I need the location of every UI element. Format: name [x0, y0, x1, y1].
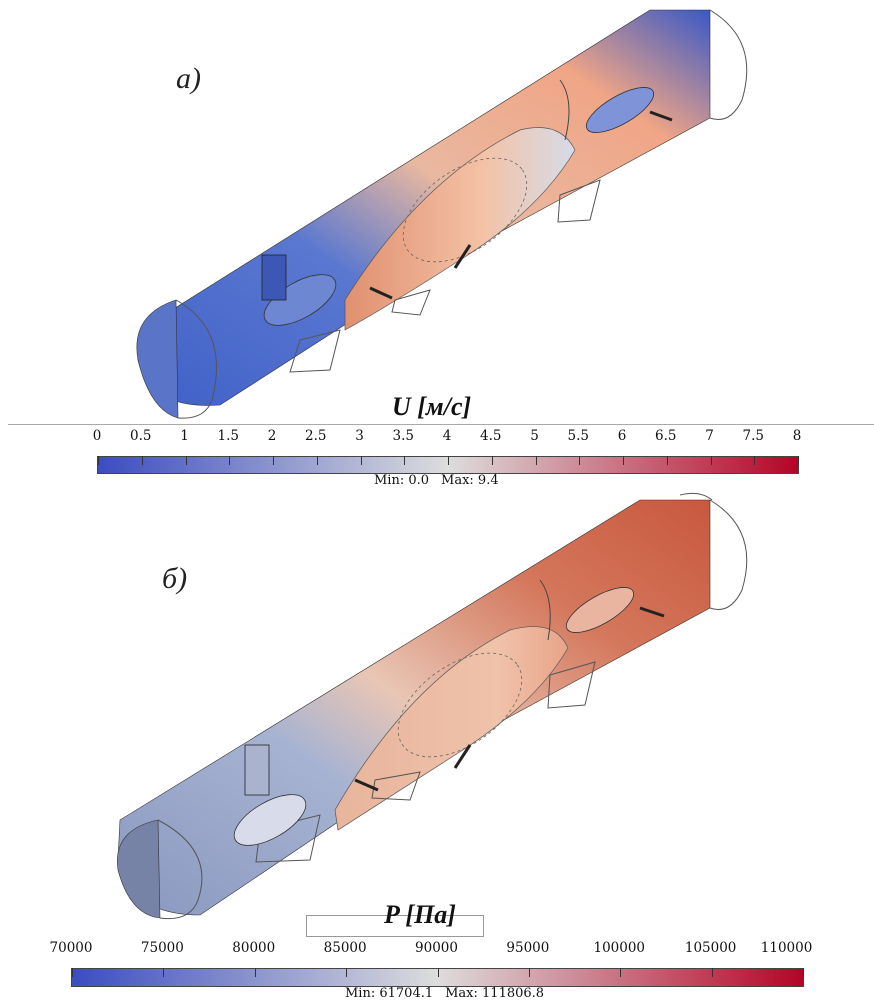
pressure-max-value: Max: 111806.8 — [445, 986, 545, 1001]
velocity-colorbar — [97, 456, 799, 474]
colorbar-tick-mark — [803, 968, 804, 977]
colorbar-tick-mark — [579, 456, 581, 465]
colorbar-tick-mark — [528, 968, 530, 977]
colorbar-tick-mark — [346, 968, 348, 977]
pressure-colorbar-ticks: 70000 75000 80000 85000 90000 95000 100000 1050… — [50, 940, 813, 958]
colorbar-tick-label: 3 — [355, 428, 364, 444]
colorbar-tick-label: 110000 — [760, 940, 813, 956]
colorbar-tick-mark — [72, 968, 73, 977]
colorbar-tick-mark — [254, 968, 256, 977]
colorbar-tick-mark — [710, 456, 712, 465]
velocity-max-value: Max: 9.4 — [441, 473, 499, 488]
colorbar-tick-label: 1.5 — [217, 428, 239, 444]
pressure-colorbar — [71, 968, 804, 987]
colorbar-tick-label: 8 — [792, 428, 802, 444]
colorbar-tick-mark — [491, 456, 493, 465]
colorbar-tick-mark — [229, 456, 231, 465]
colorbar-tick-label: 80000 — [232, 940, 276, 956]
panel-a-label: а) — [176, 62, 201, 95]
panel-b-label: б) — [162, 562, 188, 595]
pressure-colorbar-title: P [Па] — [384, 900, 456, 929]
colorbar-tick-mark — [754, 456, 756, 465]
colorbar-tick-mark — [273, 456, 274, 465]
colorbar-tick-mark — [620, 968, 622, 977]
pressure-min-value: Min: 61704.1 — [345, 986, 434, 1001]
colorbar-tick-label: 6.5 — [655, 428, 677, 444]
velocity-colorbar-ticks: 0 0.5 1 1.5 2 2.5 3 3.5 4 4.5 5 5.5 6 6.5 7 7.5 8 — [93, 428, 802, 446]
colorbar-tick-label: 0 — [92, 428, 102, 444]
colorbar-tick-label: 5.5 — [567, 428, 589, 444]
colorbar-tick-label: 90000 — [415, 940, 458, 956]
colorbar-tick-label: 100000 — [593, 940, 646, 956]
colorbar-tick-mark — [360, 456, 362, 465]
duct-geometry — [136, 9, 748, 419]
colorbar-tick-label: 7.5 — [742, 428, 764, 444]
colorbar-tick-mark — [437, 968, 439, 977]
colorbar-tick-mark — [141, 456, 143, 465]
colorbar-tick-label: 2 — [267, 428, 277, 444]
colorbar-tick-label: 3.5 — [392, 428, 414, 444]
colorbar-tick-label: 6 — [617, 428, 627, 444]
velocity-colorbar-range: Min: 0.0 Max: 9.4 — [368, 473, 505, 488]
velocity-field-render — [136, 9, 748, 419]
colorbar-tick-label: 75000 — [140, 940, 184, 956]
panel-divider — [8, 424, 874, 425]
colorbar-tick-label: 1 — [180, 428, 189, 444]
velocity-min-value: Min: 0.0 — [374, 473, 430, 488]
pressure-field-render — [117, 492, 748, 920]
colorbar-title-box — [306, 915, 484, 937]
colorbar-tick-label: 85000 — [323, 940, 367, 956]
colorbar-tick-mark — [623, 456, 624, 465]
pressure-colorbar-range: Min: 61704.1 Max: 111806.8 — [339, 986, 550, 1001]
colorbar-tick-label: 7 — [705, 428, 714, 444]
colorbar-tick-mark — [404, 456, 406, 465]
colorbar-tick-label: 70000 — [49, 940, 93, 956]
colorbar-tick-label: 95000 — [506, 940, 550, 956]
colorbar-tick-label: 4.5 — [480, 428, 502, 444]
colorbar-tick-mark — [163, 968, 165, 977]
colorbar-tick-label: 4 — [442, 428, 452, 444]
colorbar-tick-label: 5 — [530, 428, 539, 444]
duct-geometry — [117, 492, 748, 920]
colorbar-tick-mark — [185, 456, 187, 465]
colorbar-tick-mark — [535, 456, 537, 465]
colorbar-tick-mark — [316, 456, 318, 465]
velocity-colorbar-title: U [м/с] — [392, 392, 472, 421]
colorbar-tick-label: 105000 — [684, 940, 737, 956]
colorbar-tick-mark — [448, 456, 449, 465]
colorbar-tick-label: 2.5 — [305, 428, 327, 444]
colorbar-tick-mark — [711, 968, 713, 977]
colorbar-tick-mark — [798, 456, 799, 465]
colorbar-tick-label: 0.5 — [130, 428, 152, 444]
colorbar-tick-mark — [98, 456, 99, 465]
colorbar-tick-mark — [666, 456, 668, 465]
